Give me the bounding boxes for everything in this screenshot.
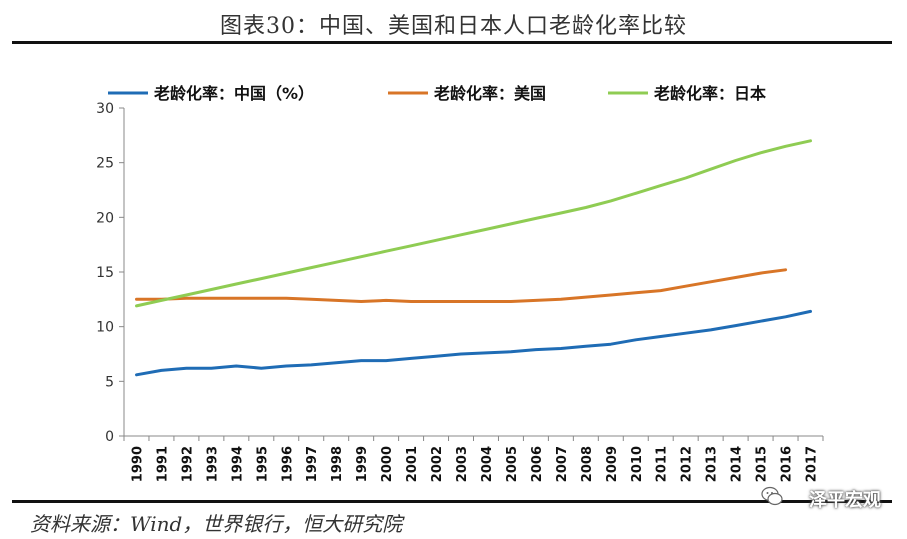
x-tick-label: 2008 <box>580 446 595 482</box>
series-line-2 <box>135 268 788 303</box>
x-tick-label: 2002 <box>430 446 445 482</box>
x-tick-label: 2003 <box>455 446 470 482</box>
x-tick-label: 2011 <box>655 446 670 482</box>
y-tick-label: 15 <box>96 265 114 281</box>
x-tick-label: 2004 <box>480 446 495 482</box>
y-tick-label: 10 <box>96 320 114 336</box>
y-tick-label: 5 <box>105 374 114 390</box>
x-tick-label: 2000 <box>380 446 395 482</box>
y-tick-label: 0 <box>105 429 114 445</box>
x-tick-label: 2014 <box>730 446 745 482</box>
x-tick-label: 2016 <box>780 446 795 482</box>
series-line-1 <box>135 309 812 377</box>
x-tick-label: 2006 <box>530 446 545 482</box>
x-tick-label: 2013 <box>705 446 720 482</box>
x-tick-label: 2005 <box>505 446 520 482</box>
x-tick-label: 1994 <box>230 446 245 482</box>
x-tick-label: 1993 <box>205 446 220 482</box>
x-tick-label: 1991 <box>155 446 170 482</box>
x-tick-label: 1995 <box>255 446 270 482</box>
x-tick-label: 2007 <box>555 446 570 482</box>
series-line-3 <box>135 139 812 308</box>
legend-label: 老龄化率：中国（%） <box>153 84 314 103</box>
y-tick-label: 20 <box>96 210 114 226</box>
y-tick-label: 25 <box>96 156 114 172</box>
y-axis: 0 5 10 15 20 25 30 <box>96 101 125 445</box>
y-tick-label: 30 <box>96 101 114 117</box>
x-tick-label: 1992 <box>180 446 195 482</box>
x-tick-label: 1999 <box>355 446 370 482</box>
line-chart: 老龄化率：中国（%） 老龄化率：美国 老龄化率：日本 0 5 10 15 20 25 30 19… <box>96 84 824 482</box>
figure-title: 图表30：中国、美国和日本人口老龄化率比较 <box>220 14 687 39</box>
x-tick-label: 2017 <box>805 446 820 482</box>
wechat-icon <box>761 486 783 506</box>
x-tick-label: 2015 <box>755 446 770 482</box>
x-tick-label: 1998 <box>330 446 345 482</box>
x-tick-label: 2012 <box>680 446 695 482</box>
legend-label: 老龄化率：美国 <box>433 84 546 103</box>
x-tick-label: 1990 <box>130 446 145 482</box>
watermark: 泽平宏观 <box>809 490 881 511</box>
x-axis: 1990 1991 1992 1993 1994 1995 1996 1997 1998 1999… <box>123 435 824 482</box>
x-tick-label: 1997 <box>305 446 320 482</box>
x-tick-label: 2010 <box>630 446 645 482</box>
x-tick-label: 1996 <box>280 446 295 482</box>
x-tick-label: 2009 <box>605 446 620 482</box>
x-tick-label: 2001 <box>405 446 420 482</box>
series-group <box>135 139 812 377</box>
source-note: 资料来源：Wind，世界银行，恒大研究院 <box>30 512 403 536</box>
legend: 老龄化率：中国（%） 老龄化率：美国 老龄化率：日本 <box>108 84 766 103</box>
top-rule <box>12 41 892 44</box>
legend-label: 老龄化率：日本 <box>653 84 766 103</box>
bottom-rule <box>12 500 892 503</box>
